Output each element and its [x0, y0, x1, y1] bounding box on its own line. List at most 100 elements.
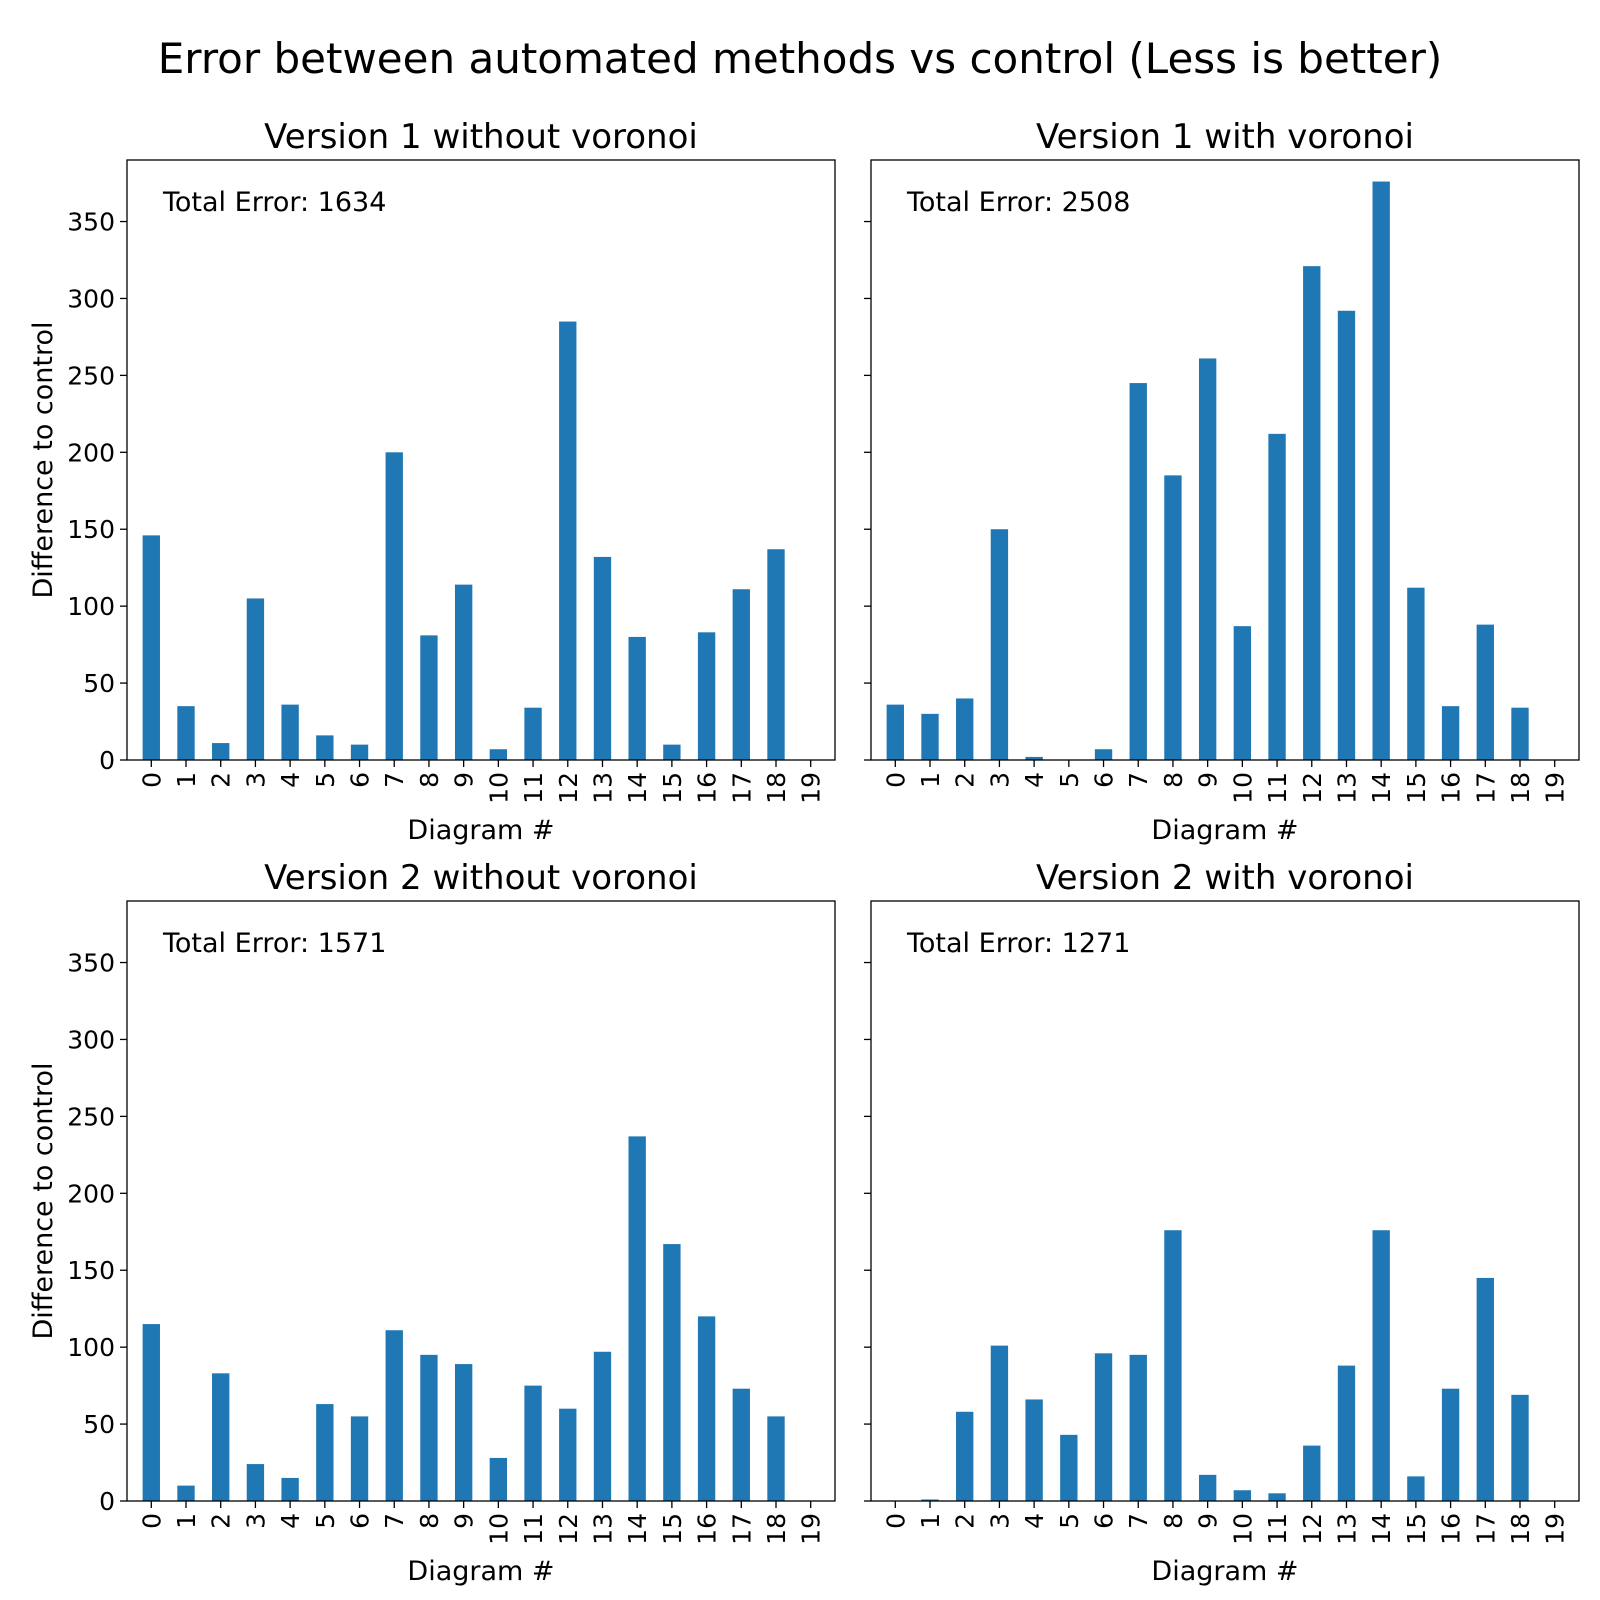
- x-tick-label: 9: [450, 772, 479, 788]
- bar: [1441, 1388, 1460, 1501]
- bar: [767, 549, 785, 760]
- y-tick-label: 50: [83, 1410, 115, 1439]
- bar: [593, 1351, 612, 1501]
- x-tick-label: 10: [484, 772, 513, 804]
- y-tick-label: 200: [67, 1179, 115, 1208]
- bar: [1025, 1399, 1043, 1501]
- x-tick-label: 11: [519, 1513, 548, 1545]
- x-tick-label: 4: [1020, 1513, 1049, 1529]
- x-tick-label: 14: [1367, 772, 1396, 804]
- bar: [990, 1345, 1009, 1501]
- y-axis-label: Difference to control: [28, 321, 59, 598]
- bar: [1164, 475, 1182, 760]
- bar: [177, 1485, 195, 1501]
- bar: [697, 1316, 716, 1501]
- plot-frame: [126, 900, 836, 1502]
- y-axis-label: Difference to control: [28, 1062, 59, 1339]
- x-tick-label: 9: [450, 1513, 479, 1529]
- y-tick-label: 350: [67, 208, 115, 237]
- x-tick-label: 2: [207, 1513, 236, 1529]
- bar: [454, 584, 473, 760]
- x-axis-label: Diagram #: [1151, 815, 1298, 846]
- bar: [281, 704, 299, 760]
- x-tick-label: 3: [241, 772, 270, 788]
- bar: [593, 556, 612, 760]
- bar: [1233, 626, 1252, 760]
- bar: [1060, 1434, 1078, 1501]
- bar: [489, 749, 508, 760]
- bar: [1198, 1474, 1217, 1501]
- y-tick-label: 0: [99, 1487, 115, 1516]
- bar: [1407, 1476, 1425, 1501]
- x-tick-label: 5: [1055, 1513, 1084, 1529]
- x-tick-label: 17: [727, 1513, 756, 1545]
- total-error-label: Total Error: 1571: [162, 928, 386, 959]
- x-tick-label: 0: [137, 772, 166, 788]
- bar: [316, 1404, 334, 1501]
- bar: [1164, 1230, 1182, 1501]
- x-tick-label: 17: [1471, 772, 1500, 804]
- bar: [956, 1411, 974, 1501]
- x-tick-label: 0: [881, 772, 910, 788]
- x-tick-label: 9: [1194, 772, 1223, 788]
- subplot-title: Version 2 without voronoi: [264, 858, 698, 898]
- x-tick-label: 0: [137, 1513, 166, 1529]
- bar: [663, 744, 681, 760]
- x-tick-label: 7: [1124, 1513, 1153, 1529]
- x-tick-label: 2: [951, 772, 980, 788]
- x-tick-label: 17: [727, 772, 756, 804]
- x-tick-label: 4: [276, 772, 305, 788]
- subplot-title: Version 1 without voronoi: [264, 117, 698, 157]
- bar: [246, 1464, 265, 1501]
- x-tick-label: 8: [1159, 772, 1188, 788]
- bar: [420, 1354, 438, 1501]
- bar: [921, 1499, 939, 1501]
- bar: [316, 735, 334, 760]
- x-tick-label: 12: [1298, 772, 1327, 804]
- bar: [559, 1408, 577, 1501]
- x-tick-label: 12: [554, 1513, 583, 1545]
- bar: [697, 632, 716, 760]
- x-tick-label: 6: [1090, 772, 1119, 788]
- y-tick-label: 150: [67, 1256, 115, 1285]
- x-tick-label: 6: [346, 1513, 375, 1529]
- x-tick-label: 10: [484, 1513, 513, 1545]
- x-tick-label: 19: [797, 772, 826, 804]
- x-tick-label: 1: [172, 1513, 201, 1529]
- bar: [956, 698, 974, 760]
- x-tick-label: 16: [693, 772, 722, 804]
- x-tick-label: 12: [554, 772, 583, 804]
- bar: [663, 1244, 681, 1501]
- bar: [1476, 624, 1494, 760]
- plot-frame: [126, 159, 836, 761]
- bar: [489, 1457, 508, 1501]
- x-tick-label: 7: [1124, 772, 1153, 788]
- subplot-0: Version 1 without voronoi050100150200250…: [28, 117, 836, 846]
- x-tick-label: 13: [1332, 772, 1361, 804]
- x-tick-label: 1: [916, 772, 945, 788]
- x-tick-label: 10: [1228, 772, 1257, 804]
- x-tick-label: 8: [415, 1513, 444, 1529]
- x-tick-label: 2: [951, 1513, 980, 1529]
- x-tick-label: 13: [588, 772, 617, 804]
- subplot-2: Version 2 without voronoi050100150200250…: [28, 858, 836, 1587]
- bar: [1303, 266, 1321, 760]
- bar: [246, 598, 265, 760]
- x-tick-label: 14: [623, 772, 652, 804]
- x-tick-label: 15: [1402, 772, 1431, 804]
- y-tick-label: 250: [67, 361, 115, 390]
- bar: [524, 1385, 542, 1501]
- x-tick-label: 4: [276, 1513, 305, 1529]
- bar: [1337, 1365, 1356, 1501]
- total-error-label: Total Error: 1271: [906, 928, 1130, 959]
- plot-frame: [870, 159, 1580, 761]
- x-tick-label: 19: [797, 1513, 826, 1545]
- total-error-label: Total Error: 1634: [162, 187, 386, 218]
- x-tick-label: 2: [207, 772, 236, 788]
- bar: [1198, 358, 1217, 760]
- bar: [177, 706, 195, 760]
- bar: [1303, 1445, 1321, 1501]
- bar: [1511, 1394, 1529, 1501]
- x-tick-label: 6: [346, 772, 375, 788]
